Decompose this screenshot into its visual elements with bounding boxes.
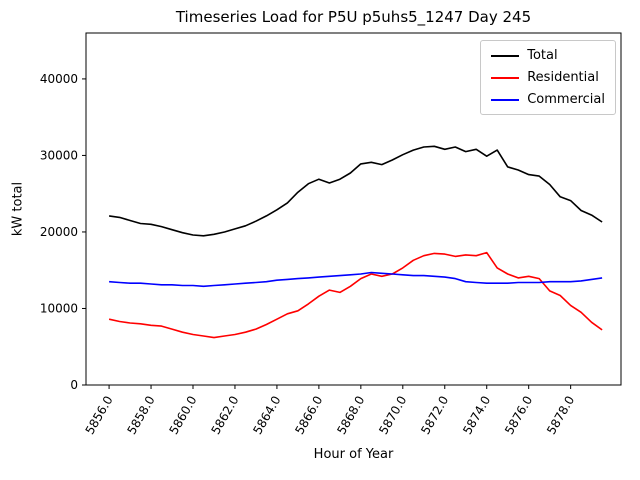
legend-entry-total: Total [491, 48, 605, 63]
x-tick-label: 5878.0 [544, 394, 577, 437]
x-tick-label: 5872.0 [418, 394, 451, 437]
line-commercial [109, 271, 603, 288]
x-tick-label: 5862.0 [208, 394, 241, 437]
x-tick-label: 5860.0 [166, 394, 199, 437]
legend: Total Residential Commercial [480, 40, 616, 115]
x-tick-label: 5876.0 [502, 394, 535, 437]
legend-entry-residential: Residential [491, 70, 605, 85]
x-tick-label: 5874.0 [460, 393, 493, 436]
x-tick-label: 5866.0 [292, 394, 325, 437]
y-axis-label: kW total [10, 181, 26, 237]
chart-title: Timeseries Load for P5U p5uhs5_1247 Day … [175, 8, 532, 26]
x-tick-label: 5856.0 [83, 394, 116, 437]
axes-frame [85, 32, 622, 386]
legend-label: Commercial [527, 92, 605, 107]
x-tick-label: 5870.0 [376, 394, 409, 437]
line-total [108, 145, 603, 237]
legend-label: Total [527, 48, 558, 63]
x-tick-label: 5868.0 [334, 394, 367, 437]
y-tick-label: 20000 [40, 225, 78, 239]
y-tick-label: 30000 [40, 148, 78, 162]
y-tick-label: 0 [70, 378, 78, 392]
y-tick-label: 40000 [40, 72, 78, 86]
y-tick-label: 10000 [40, 301, 78, 315]
legend-label: Residential [527, 70, 599, 85]
x-tick-label: 5864.0 [250, 394, 283, 437]
x-axis-label: Hour of Year [313, 447, 394, 462]
x-tick-label: 5858.0 [125, 394, 158, 437]
legend-entry-commercial: Commercial [491, 92, 605, 107]
legend-line-swatch [491, 76, 520, 79]
legend-line-swatch [491, 98, 520, 101]
line-residential [108, 251, 603, 339]
legend-line-swatch [491, 54, 520, 57]
